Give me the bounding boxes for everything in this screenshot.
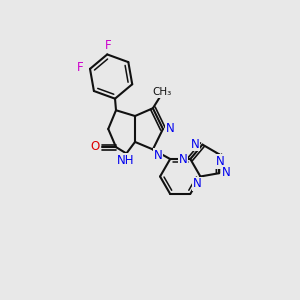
- Text: N: N: [190, 137, 199, 151]
- Text: N: N: [178, 152, 187, 166]
- Text: N: N: [166, 122, 175, 135]
- Text: CH₃: CH₃: [152, 87, 171, 97]
- Text: F: F: [76, 61, 83, 74]
- Text: N: N: [193, 178, 202, 190]
- Text: N: N: [216, 155, 224, 168]
- Text: NH: NH: [117, 154, 135, 167]
- Text: F: F: [104, 39, 111, 52]
- Text: O: O: [91, 140, 100, 153]
- Text: N: N: [221, 166, 230, 179]
- Text: N: N: [154, 149, 162, 162]
